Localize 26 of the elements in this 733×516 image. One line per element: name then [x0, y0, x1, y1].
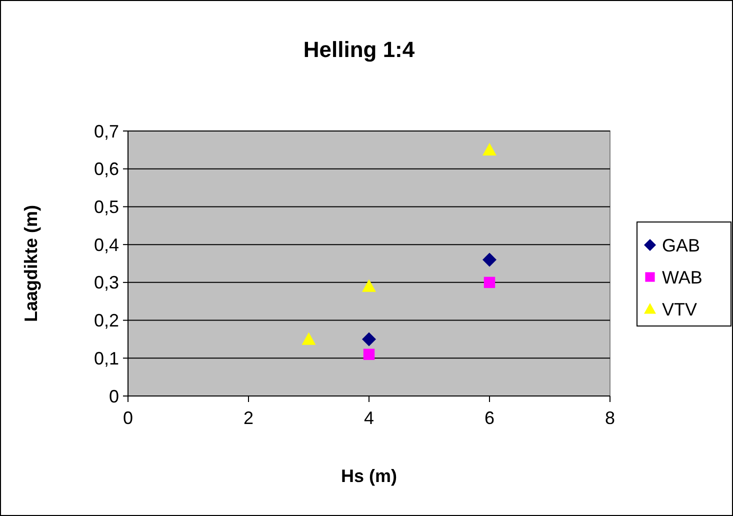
y-axis-title: Laagdikte (m): [21, 204, 41, 322]
y-tick-label: 0,1: [94, 348, 119, 368]
legend-label: VTV: [662, 299, 698, 320]
x-tick-label: 4: [364, 408, 374, 428]
y-tick-label: 0,6: [94, 159, 119, 180]
y-tick-label: 0,7: [94, 121, 119, 142]
x-tick-label: 6: [484, 408, 495, 428]
x-tick-label: 2: [243, 408, 254, 428]
point: [482, 252, 496, 267]
legend-label: GAB: [662, 235, 700, 256]
x-tick-label: 8: [604, 408, 616, 428]
y-tick-label: 0: [108, 386, 119, 406]
y-tick-label: 0,2: [94, 310, 119, 331]
chart-title: Helling 1:4: [303, 37, 416, 62]
x-tick-label: 0: [122, 408, 134, 428]
point: [362, 332, 376, 346]
legend-label: WAB: [662, 267, 702, 288]
point: [482, 142, 496, 156]
x-axis-title: Hs (m): [340, 466, 398, 486]
point: [362, 279, 376, 292]
y-tick-label: 0,3: [94, 272, 119, 293]
y-tick-label: 0,5: [94, 197, 119, 218]
point: [484, 276, 496, 288]
y-tick-label: 0,4: [94, 234, 119, 255]
point: [302, 332, 316, 345]
point: [363, 348, 375, 360]
